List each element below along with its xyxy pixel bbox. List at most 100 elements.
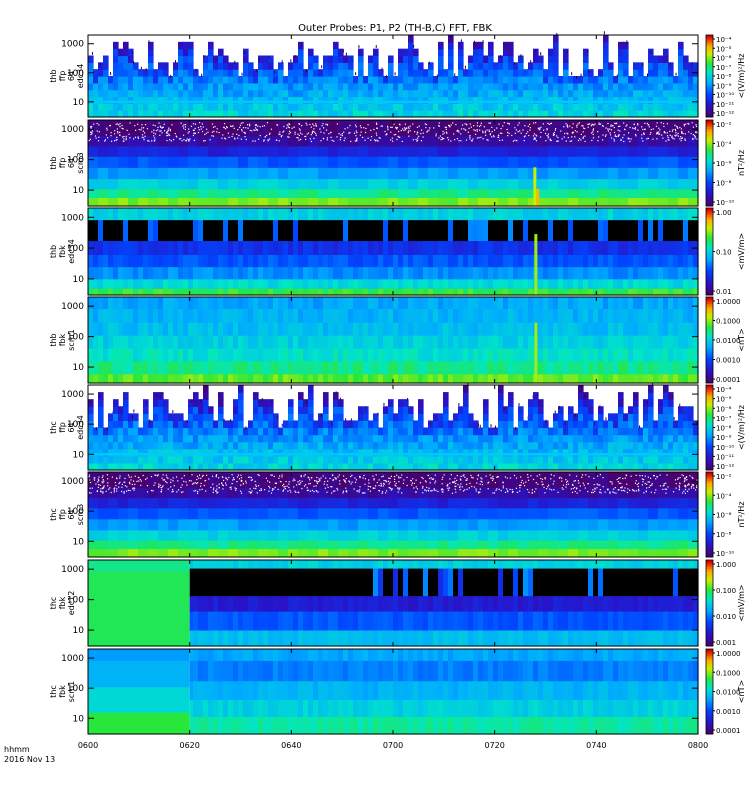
speckle (321, 65, 322, 68)
cell (488, 146, 499, 157)
speckle (642, 63, 643, 66)
cell (188, 167, 199, 179)
cell (138, 309, 144, 323)
speckle (478, 137, 479, 138)
cell (228, 189, 239, 198)
cell (308, 428, 314, 436)
cell (258, 349, 264, 363)
colorbar-tick-label: 10⁻⁵ (716, 45, 732, 53)
colorbar-tick-label: 10⁻⁴ (716, 36, 732, 44)
cell (473, 279, 479, 289)
cell (203, 442, 209, 450)
speckle (133, 61, 134, 64)
cell (288, 456, 294, 464)
cell (408, 178, 419, 189)
cell (308, 406, 314, 414)
cell (343, 103, 349, 110)
cell (573, 76, 579, 83)
cell (468, 156, 479, 168)
cell (388, 336, 394, 350)
cell (598, 103, 604, 110)
speckle (418, 136, 419, 137)
cell (228, 83, 234, 90)
cell (518, 146, 529, 157)
cell (548, 189, 559, 198)
cell (648, 69, 654, 76)
cell (238, 189, 249, 198)
cell (118, 76, 124, 83)
cell (98, 189, 109, 198)
colorbar-tick-label: 10⁻¹⁰ (716, 92, 734, 100)
cell (163, 456, 169, 464)
cell (428, 362, 434, 376)
cell (153, 374, 159, 383)
cell (598, 178, 609, 189)
cell (213, 297, 219, 310)
cell (653, 374, 659, 383)
cell (273, 297, 279, 310)
cell (468, 220, 474, 241)
speckle (394, 134, 395, 135)
cell (98, 435, 104, 443)
cell (288, 435, 294, 443)
speckle (600, 124, 601, 125)
cell (258, 255, 264, 268)
speckle (694, 135, 695, 136)
speckle (519, 130, 520, 131)
speckle (611, 129, 612, 130)
cell (288, 413, 294, 421)
cell (463, 69, 469, 76)
cell (168, 208, 174, 221)
speckle (168, 129, 169, 130)
cell (518, 197, 529, 206)
cell (338, 349, 344, 363)
cell (448, 69, 454, 76)
panel-5-image (88, 383, 699, 470)
cell (588, 362, 594, 376)
cell (488, 297, 494, 310)
cell (658, 362, 664, 376)
cell (518, 279, 524, 289)
cell (678, 208, 684, 221)
cell (93, 362, 99, 376)
speckle (461, 39, 462, 42)
speckle (417, 132, 418, 133)
cell (523, 323, 529, 337)
cell (238, 279, 244, 289)
cell (93, 297, 99, 310)
speckle (691, 62, 692, 65)
cell (133, 279, 139, 289)
cell (463, 323, 469, 337)
cell (478, 76, 484, 83)
cell (633, 220, 639, 241)
cell (528, 167, 539, 179)
cell (393, 255, 399, 268)
speckle (342, 133, 343, 134)
speckle (653, 128, 654, 129)
speckle (363, 127, 364, 128)
cell (278, 297, 284, 310)
speckle (143, 139, 144, 140)
cell (443, 241, 449, 256)
cell (168, 178, 179, 189)
cell (228, 197, 239, 206)
cell (218, 463, 224, 471)
speckle (498, 124, 499, 125)
cell (118, 178, 129, 189)
speckle (576, 76, 577, 79)
cell (268, 178, 279, 189)
speckle (230, 126, 231, 127)
cell (358, 156, 369, 168)
cell (553, 76, 559, 83)
cell (578, 255, 584, 268)
speckle (553, 133, 554, 134)
cell (403, 309, 409, 323)
speckle (672, 129, 673, 130)
cell (528, 267, 534, 280)
cell (193, 309, 199, 323)
cell (633, 103, 639, 110)
cell (688, 120, 699, 136)
cell (498, 297, 504, 310)
cell (238, 374, 244, 383)
cell (428, 76, 434, 83)
